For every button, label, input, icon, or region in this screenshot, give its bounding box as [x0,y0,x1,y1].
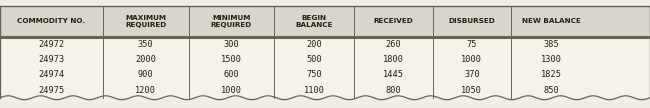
Text: 1200: 1200 [135,86,156,95]
Text: 900: 900 [138,70,153,79]
Text: 24975: 24975 [38,86,64,95]
Text: 385: 385 [543,40,559,49]
Text: 1445: 1445 [383,70,404,79]
Text: MINIMUM
REQUIRED: MINIMUM REQUIRED [211,15,252,28]
Text: 350: 350 [138,40,153,49]
Text: 800: 800 [385,86,401,95]
Text: 300: 300 [224,40,239,49]
Text: 2000: 2000 [135,55,156,64]
Text: 750: 750 [306,70,322,79]
Text: COMMODITY NO.: COMMODITY NO. [18,18,85,24]
Text: 1800: 1800 [383,55,404,64]
Bar [0,37,650,98]
Text: 200: 200 [306,40,322,49]
Text: 1825: 1825 [541,70,562,79]
Text: 24973: 24973 [38,55,64,64]
Text: NEW BALANCE: NEW BALANCE [522,18,580,24]
Text: DISBURSED: DISBURSED [448,18,495,24]
Text: 260: 260 [385,40,401,49]
Text: 75: 75 [467,40,477,49]
Text: 370: 370 [464,70,480,79]
Text: BEGIN
BALANCE: BEGIN BALANCE [295,15,333,28]
Text: 500: 500 [306,55,322,64]
Text: MAXIMUM
REQUIRED: MAXIMUM REQUIRED [125,15,166,28]
Text: 24974: 24974 [38,70,64,79]
Bar [0,6,650,37]
Text: RECEIVED: RECEIVED [373,18,413,24]
Text: 1100: 1100 [304,86,324,95]
Text: 850: 850 [543,86,559,95]
Text: 1050: 1050 [462,86,482,95]
Text: 1000: 1000 [221,86,242,95]
Text: 24972: 24972 [38,40,64,49]
Text: 1000: 1000 [462,55,482,64]
Text: 600: 600 [224,70,239,79]
Text: 1500: 1500 [221,55,242,64]
Text: 1300: 1300 [541,55,562,64]
